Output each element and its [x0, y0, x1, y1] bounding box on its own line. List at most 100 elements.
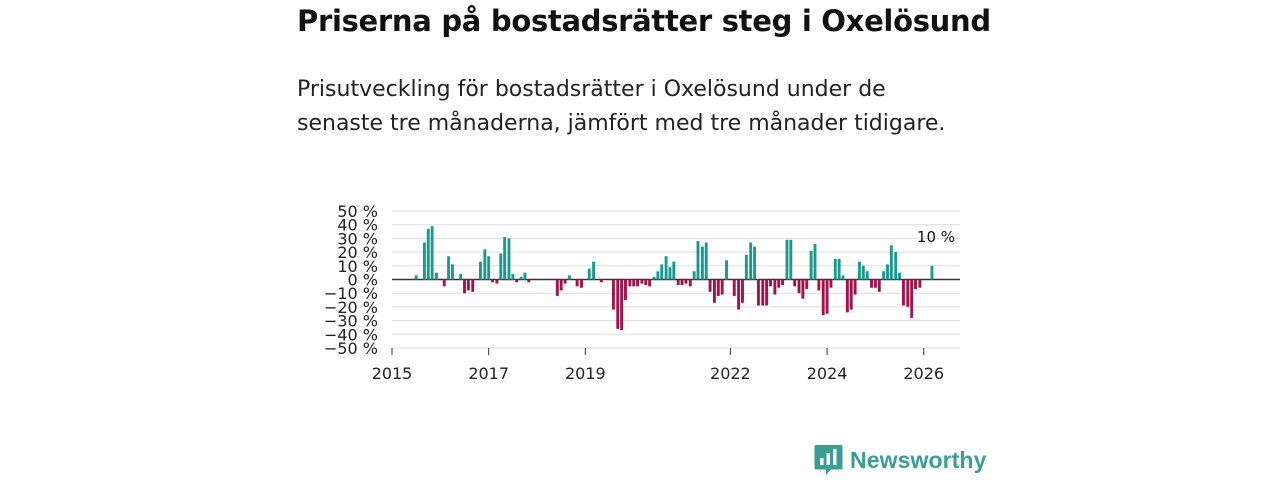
bar: [716, 279, 720, 296]
bar: [668, 267, 672, 280]
bar: [471, 279, 475, 292]
bar: [829, 279, 833, 288]
bar: [580, 279, 583, 288]
bar: [769, 279, 772, 287]
bar: [414, 275, 418, 280]
bar: [491, 279, 494, 283]
y-tick-label: 30 %: [337, 229, 378, 248]
bar: [882, 271, 886, 280]
bar: [640, 279, 644, 284]
bar: [773, 279, 777, 295]
bar: [648, 279, 652, 287]
bar: [886, 264, 889, 280]
bar: [656, 271, 660, 280]
bar: [523, 272, 527, 280]
y-tick-label: −10 %: [324, 284, 378, 303]
bar: [660, 264, 664, 280]
bar: [499, 253, 503, 280]
bar: [765, 279, 769, 306]
bar: [636, 279, 640, 287]
y-tick-label: −20 %: [324, 298, 378, 317]
bar: [644, 279, 648, 285]
bar: [720, 279, 724, 295]
bar: [861, 265, 865, 280]
bar: [563, 279, 567, 284]
y-tick-label: −50 %: [324, 339, 378, 358]
bar: [624, 279, 627, 301]
bar: [833, 258, 837, 280]
x-tick-label: 2015: [372, 364, 413, 383]
bar: [797, 279, 801, 294]
bar: [789, 239, 793, 280]
x-tick-label: 2026: [903, 364, 944, 383]
brand-name: Newsworthy: [850, 447, 987, 473]
bar: [680, 279, 684, 285]
bar: [466, 279, 470, 291]
bar: [459, 274, 463, 280]
bar: [507, 238, 511, 280]
bar: [684, 279, 688, 284]
x-axis: 2015 2017 2019 2022 2024 2026: [372, 348, 944, 383]
y-tick-label: −30 %: [324, 312, 378, 331]
last-value-label: 10 %: [917, 228, 955, 246]
bar: [664, 256, 668, 280]
bar: [696, 241, 700, 280]
bar: [901, 279, 905, 306]
bar: [858, 261, 861, 280]
bar: [487, 256, 491, 280]
bar: [821, 279, 825, 316]
bar: [809, 250, 813, 280]
bar: [435, 272, 438, 280]
bar: [817, 279, 821, 291]
bar: [511, 274, 515, 280]
bar: [910, 279, 914, 318]
bar: [930, 265, 934, 280]
y-tick-label: −40 %: [324, 325, 378, 344]
y-axis: 50 %40 %30 %20 %10 %0 %−10 %−20 %−30 %−4…: [324, 202, 378, 358]
bar: [894, 252, 898, 280]
bar: [704, 242, 708, 280]
bar: [463, 279, 466, 294]
bar: [447, 256, 451, 280]
bars: [414, 226, 934, 331]
bar: [567, 275, 571, 280]
bar: [442, 279, 446, 287]
bar: [587, 268, 591, 280]
bar-chart: 50 %40 %30 %20 %10 %0 %−10 %−20 %−30 %−4…: [324, 202, 960, 383]
bar: [841, 275, 845, 280]
bar: [889, 245, 893, 280]
bar: [479, 261, 482, 280]
bar: [761, 279, 765, 306]
bar: [515, 279, 519, 283]
brand-footer: Newsworthy: [814, 444, 986, 477]
bar: [781, 279, 785, 285]
chart-subtitle: Prisutveckling för bostadsrätter i Oxelö…: [297, 77, 946, 136]
bar: [483, 249, 487, 280]
y-tick-label: 20 %: [337, 243, 378, 262]
bar: [555, 279, 559, 296]
x-tick-label: 2017: [468, 364, 509, 383]
annotations: 10 %: [917, 228, 955, 246]
bar: [712, 279, 716, 303]
bar: [616, 279, 620, 329]
bar: [527, 279, 531, 283]
y-tick-label: 10 %: [337, 257, 378, 276]
bar: [873, 279, 877, 288]
bar: [732, 279, 736, 296]
bar: [725, 260, 728, 280]
bar: [575, 279, 579, 287]
bar: [559, 279, 563, 291]
bar: [749, 242, 753, 280]
bar: [519, 276, 523, 280]
bar: [753, 246, 756, 280]
bar: [620, 279, 624, 331]
bar: [450, 264, 454, 280]
bar: [906, 279, 910, 307]
bar: [611, 279, 615, 310]
bar: [793, 279, 797, 287]
bar: [853, 279, 857, 295]
gridlines: [392, 210, 960, 349]
bar: [777, 279, 781, 288]
bar: [865, 271, 869, 280]
bar: [426, 228, 430, 280]
